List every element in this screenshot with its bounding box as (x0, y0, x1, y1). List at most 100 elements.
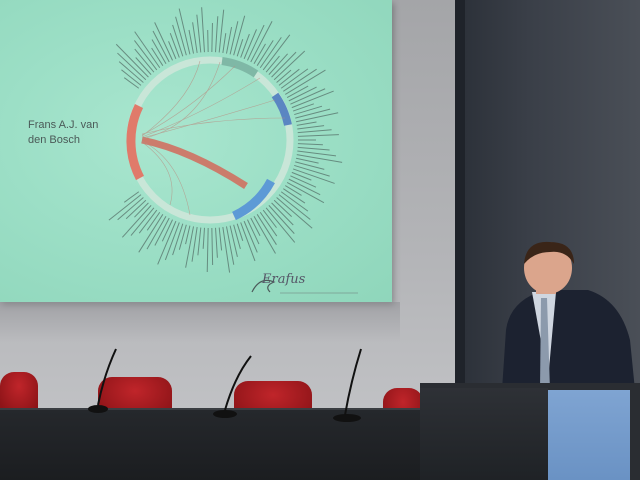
chord-label-tick (295, 112, 339, 123)
chord-label-tick (134, 202, 149, 218)
chord-label-tick (134, 40, 158, 71)
chord-label-tick (123, 191, 140, 203)
chair-1 (0, 372, 38, 412)
chord-label-tick (236, 39, 244, 57)
microphone-1 (88, 348, 117, 413)
chord-label-tick (185, 225, 191, 245)
chord-label-tick (290, 175, 317, 188)
chord-label-tick (118, 61, 144, 83)
chord-label-tick (218, 227, 223, 251)
chord-label-tick (138, 214, 164, 253)
slide-title: Frans A.J. van den Bosch (28, 118, 148, 148)
chord-label-tick (262, 209, 277, 228)
chord-label-tick (151, 39, 167, 65)
chord-label-tick (168, 41, 177, 60)
chord-label-tick (256, 40, 274, 66)
chord-label-tick (295, 157, 319, 164)
chord-label-tick (243, 29, 257, 60)
chord-label-tick (271, 51, 297, 78)
chord-label-tick (185, 226, 195, 268)
chord-label-tick (188, 29, 195, 54)
microphone-3 (333, 348, 362, 422)
chord-label-tick (121, 69, 142, 86)
chord-label-tick (161, 219, 173, 242)
chord-label-tick (297, 150, 337, 157)
slide-title-line-2: den Bosch (28, 134, 80, 146)
chord-label-tick (154, 22, 173, 61)
chord-label-tick (117, 52, 147, 81)
chord-label-tick (215, 16, 219, 53)
secondary-arc (231, 178, 275, 221)
chord-label-tick (121, 205, 152, 238)
chord-label-tick (297, 129, 332, 134)
chord-label-tick (240, 222, 256, 262)
chord-label-tick (202, 227, 205, 249)
chord-label-tick (295, 161, 325, 170)
podium-blue-panel (548, 390, 630, 480)
chord-label-tick (225, 226, 235, 265)
chord-label-tick (130, 207, 155, 236)
chord-label-tick (164, 222, 180, 261)
chord-label-tick (262, 34, 291, 71)
chord-label-tick (297, 143, 323, 146)
chord-label-tick (215, 227, 218, 258)
highlight-arc (126, 104, 145, 181)
chord-label-tick (278, 194, 311, 220)
chord-label-tick (154, 217, 170, 246)
chord-label-tick (115, 43, 149, 78)
thin-chords (141, 60, 286, 216)
university-logo (251, 279, 358, 294)
chord-label-tick (123, 77, 140, 89)
chord-label-tick (211, 23, 213, 53)
chord-label-tick (172, 223, 184, 256)
ring-segment-blue (271, 92, 292, 126)
chord-label-tick (134, 48, 155, 73)
chord-label-tick (117, 197, 144, 221)
chord-label-tick (146, 215, 167, 250)
microphone-2 (213, 355, 252, 418)
chord-label-tick (218, 9, 225, 53)
chord-label-tick (151, 47, 164, 66)
chord-label-tick (233, 224, 241, 249)
chord-label-tick (197, 227, 202, 256)
chord-label-tick (152, 30, 170, 63)
chord-label-tick (247, 24, 265, 61)
chord-label-tick (233, 15, 246, 56)
chord-label-tick (250, 217, 261, 236)
chord-label-tick (276, 197, 313, 229)
chord-label-tick (291, 171, 312, 181)
chord-label-tick (291, 90, 334, 109)
chord-label-tick (276, 69, 292, 83)
chord-label-tick (138, 209, 158, 234)
chord-label-tick (290, 88, 326, 105)
chord-label-tick (294, 164, 330, 177)
chord-label-tick (268, 205, 295, 234)
chord-label-tick (222, 33, 227, 54)
chord-label-tick (278, 68, 300, 86)
chord-label-tick (236, 223, 244, 241)
chord-label-tick (175, 16, 187, 56)
chord-label-tick (286, 85, 309, 99)
chord-label-tick (178, 8, 191, 55)
chord-label-tick (265, 207, 296, 243)
chord-label-tick (211, 227, 214, 265)
chord-label-tick (250, 21, 273, 63)
chord-label-tick (157, 220, 177, 265)
chord-label-tick (292, 168, 335, 184)
chord-label-tick (280, 191, 309, 212)
chord-label-tick (259, 37, 282, 69)
chord-label-tick (247, 219, 260, 245)
chord-label-tick (285, 185, 302, 196)
chord-label-tick (206, 227, 209, 272)
chord-label-tick (271, 202, 294, 226)
chord-label-tick (285, 69, 326, 95)
chord-label-tick (169, 32, 180, 58)
projection-screen: Frans A.J. van den Bosch Erafus (0, 0, 392, 302)
chord-label-tick (297, 146, 330, 151)
chord-label-tick (288, 86, 317, 102)
chord-label-tick (108, 194, 142, 221)
chord-label-tick (259, 211, 278, 237)
chord-label-tick (273, 50, 306, 81)
chord-label-tick (240, 33, 250, 58)
chord-label-tick (201, 7, 205, 53)
